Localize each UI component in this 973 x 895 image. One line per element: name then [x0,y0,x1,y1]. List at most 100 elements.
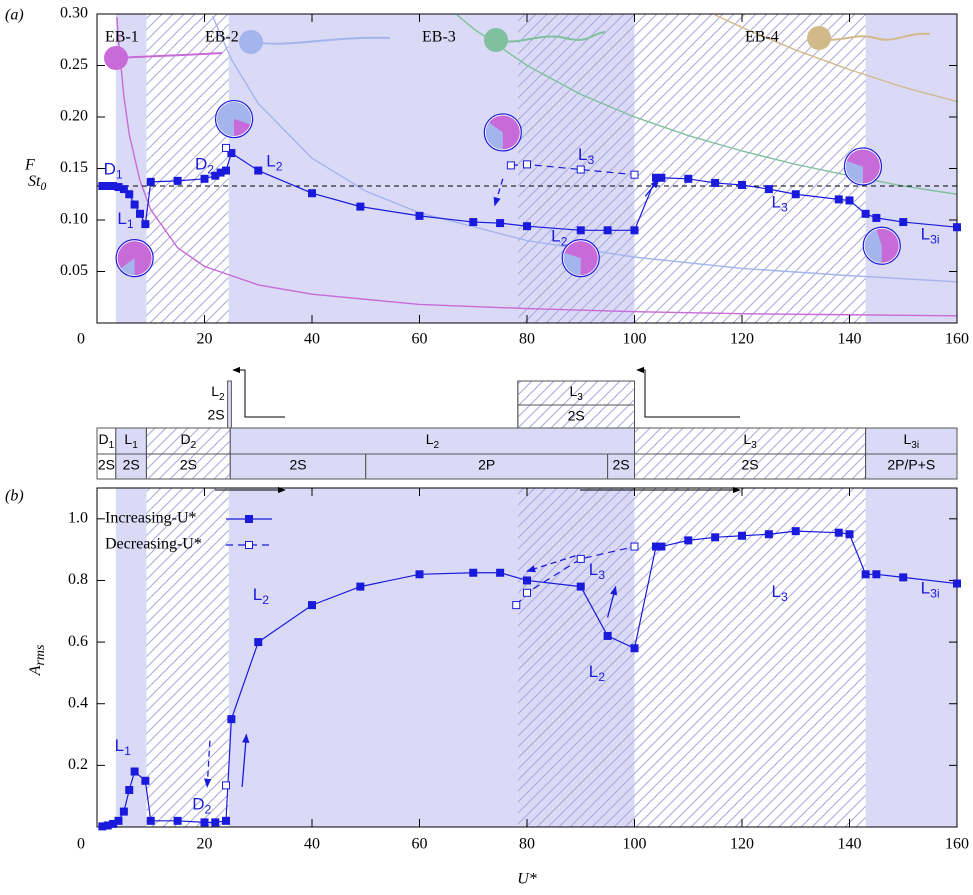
x-tick-label: 60 [412,331,428,348]
branch-label-sub: 2 [207,163,214,177]
data-point [631,171,638,178]
y-tick-label: 0.05 [60,262,88,279]
reference-label-sub: 0 [40,181,46,193]
arrow [233,370,285,417]
branch-label-sub: 3i [930,587,940,601]
data-point [147,817,154,824]
regime-label-base: 2S [123,456,140,472]
y-tick-label: 0.20 [60,108,88,125]
branch-label-sub: 3 [781,201,788,215]
legend-marker [246,542,253,549]
data-point [470,569,477,576]
y-tick-label: 0.30 [60,5,88,22]
branch-label-base: L [578,146,587,165]
branch-label-base: L [589,662,598,681]
regime-label: 2S [123,456,140,472]
y-axis-label: F [24,157,35,174]
data-point [739,532,746,539]
x-tick-label: 120 [730,331,754,348]
y-tick-label: 0.2 [68,756,88,773]
branch-label-sub: 3 [781,590,788,604]
y-tick-label: 0.6 [68,633,88,650]
y-axis-label-base: A [27,665,44,676]
data-point [577,583,584,590]
branch-label-base: L [266,152,275,171]
x-axis-label: U* [517,871,537,888]
regime-label-base: L [903,431,911,447]
y-tick-label: 0.15 [60,159,88,176]
y-tick-label: 1.0 [68,509,88,526]
data-point [658,543,665,550]
shaded-region [866,488,957,827]
regime-label: 2S [180,456,197,472]
data-point [631,645,638,652]
data-point [577,555,584,562]
regime-label-sub: 3i [911,440,919,451]
eb-label: EB-4 [745,29,779,46]
data-point [497,220,504,227]
branch-label-sub: 2 [598,670,605,684]
regime-label: 2S [742,456,759,472]
data-point [309,602,316,609]
branch-label-base: L [771,193,780,212]
data-point [416,571,423,578]
x-tick-label: 20 [197,331,213,348]
data-point [142,777,149,784]
branch-label-sub: 2 [276,160,283,174]
plots: St00204060801001201401600.050.100.150.20… [28,5,969,853]
regime-label-base: 2S [180,456,197,472]
data-point [497,569,504,576]
data-point [357,583,364,590]
x-tick-label: 140 [838,331,862,348]
inset-label-base: L [569,383,577,399]
regime-label-base: 2S [98,456,115,472]
y-tick-label: 0.25 [60,56,88,73]
data-point [126,787,133,794]
data-point [201,819,208,826]
data-point [712,534,719,541]
branch-label-base: L [921,225,930,244]
branch-label-sub: 2 [262,593,269,607]
data-point [765,186,772,193]
legend-label: Decreasing-U* [105,536,202,553]
data-point [223,782,230,789]
branch-label-base: D [195,155,207,174]
data-point [524,589,531,596]
inset-label-sub: 3 [577,392,583,403]
x-tick-label: 160 [945,836,969,853]
data-point [507,162,514,169]
branch-label-base: L [921,579,930,598]
data-point [765,531,772,538]
data-point [174,817,181,824]
regime-label-base: 2S [289,456,306,472]
eb-ball [484,28,508,52]
x-tick-label: 100 [623,836,647,853]
regime-label: 2S [98,456,115,472]
data-point [846,531,853,538]
reference-label: St0 [28,173,46,193]
branch-label-sub: 1 [116,168,123,182]
branch-label-sub: 3 [598,568,605,582]
x-tick-label: 40 [304,836,320,853]
panel-label: (a) [5,7,24,24]
data-point [862,571,869,578]
data-point [212,819,219,826]
x-tick-label: 140 [838,836,862,853]
data-point [524,577,531,584]
branch-label-sub: 1 [127,217,134,231]
regime-label: 2P [478,456,495,472]
branch-label-base: L [115,736,124,755]
data-point [228,716,235,723]
hatched-region [518,488,635,827]
branch-label-sub: 2 [205,803,212,817]
data-point [604,227,611,234]
regime-label-base: L [426,431,434,447]
x-tick-label: 0 [77,836,85,853]
regime-label: 2P/P+S [887,456,935,472]
branch-label-sub: 3 [587,153,594,167]
legend-marker [246,516,253,523]
data-point [954,224,961,231]
data-point [223,144,230,151]
data-point [255,167,262,174]
data-point [954,580,961,587]
